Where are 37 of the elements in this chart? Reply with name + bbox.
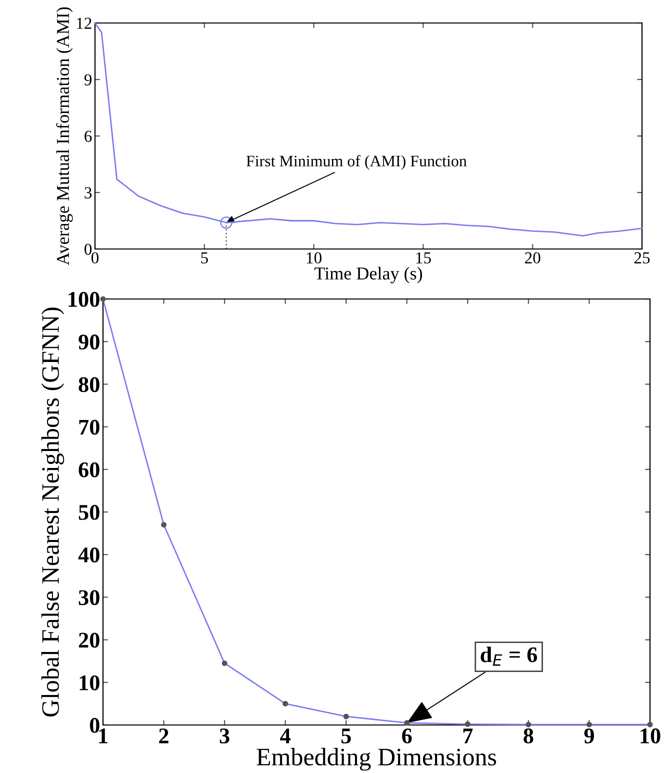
x-tick-label: 9 <box>584 728 594 744</box>
y-axis-title: Global False Nearest Neighbors (GFNN) <box>41 308 64 716</box>
x-tick-label: 20 <box>525 252 540 264</box>
y-tick-label: 6 <box>84 130 92 142</box>
y-tick-label: 90 <box>78 334 100 350</box>
y-tick-label: 50 <box>78 504 100 520</box>
y-tick-label: 0 <box>84 244 92 255</box>
x-tick-label: 10 <box>306 252 322 264</box>
x-axis-title: Time Delay (s) <box>314 266 422 284</box>
y-tick-label: 20 <box>78 632 100 648</box>
y-tick-label: 12 <box>77 18 92 29</box>
y-tick-label: 30 <box>78 590 100 606</box>
x-tick-label: 15 <box>416 252 431 264</box>
y-tick-label: 3 <box>84 187 92 198</box>
y-tick-label: 60 <box>78 462 100 478</box>
x-tick-label: 3 <box>220 728 230 744</box>
x-tick-label: 6 <box>402 728 412 744</box>
x-axis-title: Embedding Dimensions <box>256 748 496 771</box>
y-tick-label: 40 <box>78 548 100 563</box>
x-tick-label: 2 <box>159 728 168 744</box>
x-tick-label: 8 <box>524 728 534 744</box>
y-tick-label: 0 <box>90 718 100 733</box>
y-tick-label: 80 <box>78 377 100 392</box>
y-tick-label: 9 <box>84 74 92 86</box>
annotation: First Minimum of (AMI) Function <box>246 155 467 170</box>
y-tick-label: 70 <box>79 420 100 435</box>
y-tick-label: 100 <box>68 292 100 307</box>
x-tick-label: 10 <box>640 728 660 744</box>
x-tick-label: 4 <box>280 728 290 744</box>
annotation: d$_{E}$ = 6 <box>480 646 538 666</box>
x-tick-label: 5 <box>341 728 351 744</box>
x-tick-label: 7 <box>463 728 473 744</box>
x-tick-label: 25 <box>634 252 650 264</box>
x-tick-label: 1 <box>99 728 108 744</box>
x-tick-label: 5 <box>201 252 208 264</box>
y-axis-title: Average Mutual Information (AMI) <box>56 7 73 266</box>
y-tick-label: 10 <box>80 675 100 690</box>
